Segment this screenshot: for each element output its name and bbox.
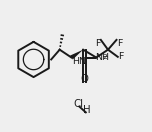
- Text: 2: 2: [102, 54, 107, 60]
- Text: F: F: [117, 39, 122, 48]
- Text: O: O: [80, 74, 88, 84]
- Text: F: F: [95, 39, 100, 48]
- Text: NH: NH: [95, 53, 109, 62]
- Polygon shape: [70, 50, 83, 60]
- Text: Cl: Cl: [74, 99, 84, 109]
- Text: F: F: [119, 52, 124, 61]
- Text: H: H: [83, 105, 91, 115]
- Text: HN: HN: [72, 57, 86, 66]
